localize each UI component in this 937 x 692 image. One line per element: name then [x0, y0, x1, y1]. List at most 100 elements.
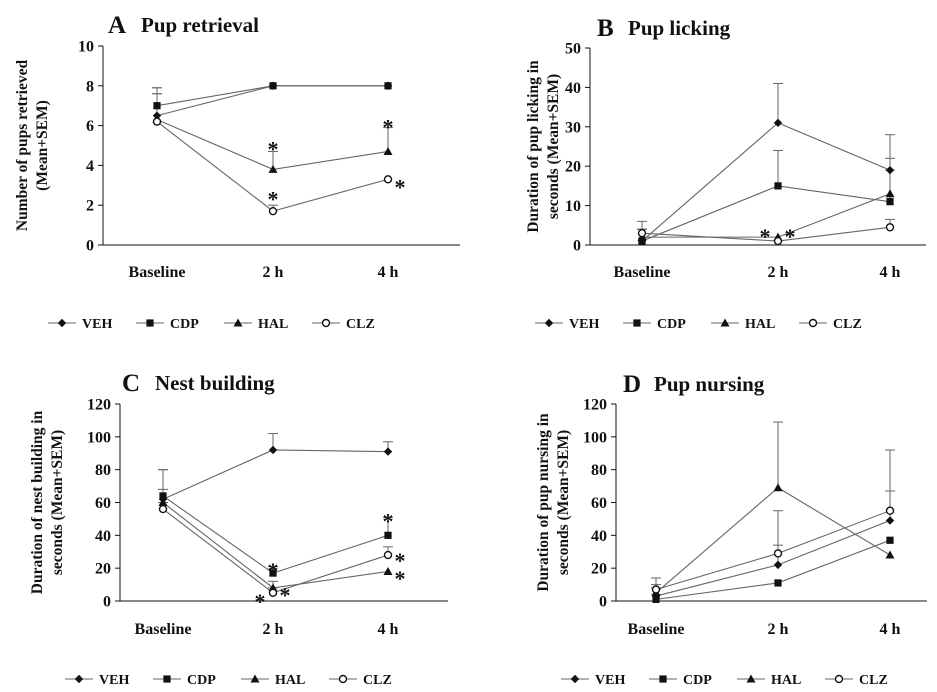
series-line-hal — [655, 487, 891, 594]
significance-asterisk: * — [268, 186, 279, 211]
legend-label: HAL — [275, 673, 305, 687]
legend-label: CLZ — [363, 673, 392, 687]
y-tick-label: 60 — [591, 495, 607, 512]
significance-asterisk: * — [280, 583, 291, 608]
x-tick-label: 4 h — [880, 621, 901, 638]
x-tick-label: Baseline — [628, 621, 685, 638]
data-point-veh — [885, 165, 895, 175]
y-tick-label: 60 — [95, 495, 111, 512]
y-tick-label: 2 — [86, 198, 94, 215]
data-point-clz — [383, 550, 393, 560]
legend-label: HAL — [771, 673, 801, 687]
legend-marker-clz — [338, 674, 348, 684]
y-tick-label: 0 — [86, 238, 94, 255]
data-point-veh — [885, 516, 895, 525]
data-point-veh — [773, 560, 783, 570]
y-tick-label: 4 — [86, 158, 94, 175]
legend: VEH CDP HAL CLZ — [561, 673, 888, 688]
data-point-clz — [152, 117, 162, 126]
panel-letter: A — [108, 12, 126, 39]
panel-title: Pup licking — [628, 16, 731, 40]
x-tick-label: Baseline — [135, 621, 192, 638]
x-tick-label: 2 h — [263, 264, 284, 281]
significance-asterisk: * — [268, 137, 279, 162]
x-tick-label: 4 h — [880, 264, 901, 281]
y-tick-label: 20 — [95, 561, 111, 578]
data-point-clz — [383, 175, 393, 184]
legend-marker-cdp — [146, 319, 154, 327]
data-point-clz — [773, 236, 783, 246]
data-point-clz — [885, 506, 895, 515]
legend-label: VEH — [595, 673, 625, 687]
legend-label: CDP — [657, 317, 686, 332]
legend-marker-clz — [808, 318, 818, 328]
data-point-clz — [651, 585, 661, 594]
data-point-cdp — [774, 182, 782, 190]
legend-marker-hal — [250, 674, 260, 683]
legend: VEH CDP HAL CLZ — [48, 317, 375, 332]
y-tick-label: 100 — [583, 429, 607, 446]
legend-marker-hal — [746, 674, 756, 683]
y-tick-label: 30 — [565, 119, 581, 136]
series-line-veh — [156, 85, 388, 117]
significance-asterisk: * — [383, 509, 394, 534]
legend-label: CDP — [683, 673, 712, 687]
significance-asterisk: * — [395, 548, 406, 573]
data-point-clz — [885, 223, 895, 232]
panel-title: Nest building — [155, 371, 275, 395]
legend-label: VEH — [82, 317, 112, 332]
legend-marker-hal — [233, 318, 243, 327]
legend-marker-cdp — [633, 319, 641, 327]
data-point-veh — [773, 118, 783, 128]
y-tick-label: 50 — [565, 41, 581, 58]
y-tick-label: 120 — [87, 397, 111, 414]
panel-letter: B — [597, 15, 614, 42]
y-tick-label: 120 — [583, 397, 607, 414]
legend-marker-clz — [834, 674, 844, 684]
legend-marker-hal — [720, 318, 730, 327]
legend-marker-veh — [544, 318, 554, 328]
legend-label: CDP — [187, 673, 216, 687]
significance-asterisk: * — [395, 174, 406, 199]
data-point-clz — [268, 206, 278, 216]
legend-marker-veh — [57, 318, 67, 328]
data-point-cdp — [774, 579, 782, 587]
data-point-clz — [773, 549, 783, 558]
data-point-cdp — [652, 595, 660, 603]
data-point-cdp — [159, 492, 167, 500]
y-tick-label: 0 — [573, 238, 581, 255]
x-tick-label: 2 h — [263, 621, 284, 638]
data-point-cdp — [384, 531, 392, 539]
data-point-cdp — [886, 536, 894, 544]
significance-asterisk: * — [268, 558, 279, 583]
data-point-hal — [383, 146, 393, 155]
y-tick-label: 0 — [103, 594, 111, 611]
data-point-veh — [268, 445, 278, 455]
y-tick-label: 0 — [599, 594, 607, 611]
data-point-cdp — [384, 82, 392, 90]
y-tick-label: 20 — [565, 159, 581, 176]
x-tick-label: 4 h — [378, 264, 399, 281]
data-point-cdp — [638, 237, 646, 245]
legend: VEH CDP HAL CLZ — [535, 317, 862, 332]
y-axis-label-line: Duration of pup licking in — [525, 60, 542, 233]
y-tick-label: 6 — [86, 118, 94, 135]
y-tick-label: 10 — [78, 39, 94, 56]
legend: VEH CDP HAL CLZ — [65, 673, 392, 688]
data-point-veh — [383, 447, 393, 456]
y-tick-label: 8 — [86, 78, 94, 95]
legend-marker-clz — [321, 318, 331, 328]
y-tick-label: 20 — [591, 561, 607, 578]
legend-marker-cdp — [659, 675, 667, 683]
data-point-clz — [268, 588, 278, 597]
panel-a: A Pup retrieval Number of pups retrieved (M… — [14, 12, 460, 332]
y-tick-label: 40 — [565, 80, 581, 97]
y-axis-label-line: Duration of pup nursing in — [535, 413, 552, 592]
data-point-hal — [158, 498, 168, 506]
data-point-clz — [158, 504, 168, 514]
legend-label: CLZ — [833, 317, 862, 332]
data-point-cdp — [886, 198, 894, 206]
x-tick-label: Baseline — [614, 264, 671, 281]
